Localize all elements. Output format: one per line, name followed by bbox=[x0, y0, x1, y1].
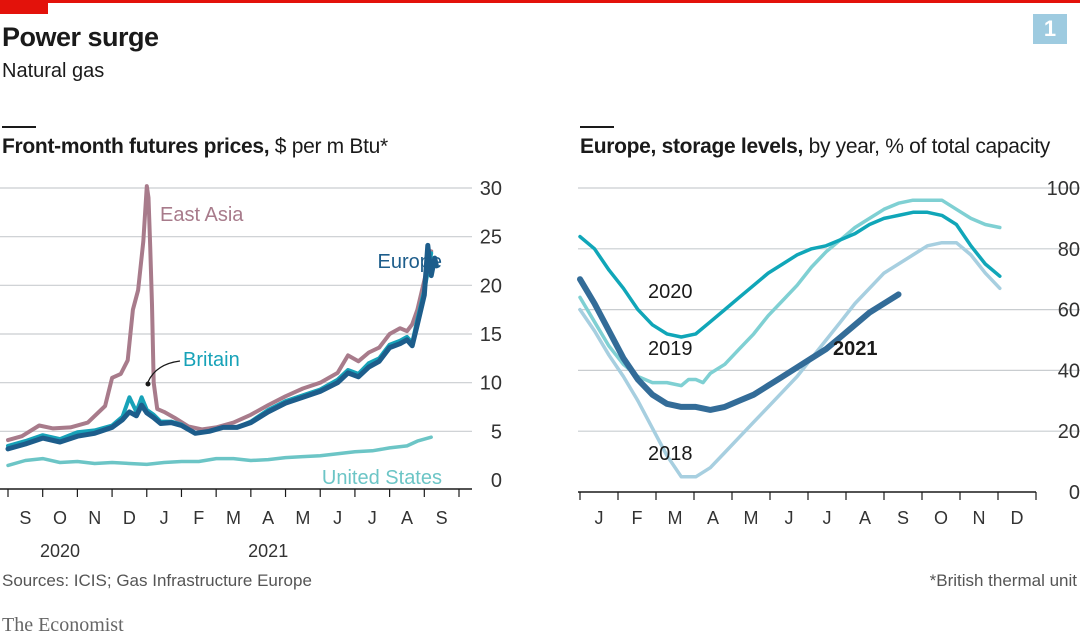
chart-title: Power surge bbox=[2, 22, 159, 52]
right-month-label: A bbox=[707, 508, 719, 528]
left-month-label: O bbox=[53, 508, 67, 528]
left-ytick-label: 20 bbox=[480, 275, 502, 297]
britain-callout-dot bbox=[145, 381, 151, 387]
series-line-2019 bbox=[578, 198, 1002, 388]
left-panel-title-bold: Front-month futures prices, bbox=[2, 135, 270, 158]
chart-subtitle: Natural gas bbox=[2, 60, 105, 82]
left-month-label: A bbox=[401, 508, 413, 528]
top-accent-bar bbox=[0, 0, 1080, 3]
right-series-label: 2021 bbox=[833, 338, 878, 360]
right-series-label: 2020 bbox=[648, 281, 693, 303]
series-line-united-states bbox=[6, 435, 433, 468]
right-ytick-label: 0 bbox=[1069, 482, 1080, 504]
series-line-2020 bbox=[578, 210, 1002, 339]
right-month-label: M bbox=[668, 508, 683, 528]
right-ytick-label: 20 bbox=[1058, 421, 1080, 443]
right-month-label: F bbox=[632, 508, 643, 528]
right-series-label: 2019 bbox=[648, 338, 693, 360]
left-month-label: M bbox=[226, 508, 241, 528]
right-panel-title-bold: Europe, storage levels, bbox=[580, 135, 804, 158]
left-ytick-label: 0 bbox=[491, 470, 502, 492]
right-month-label: O bbox=[934, 508, 948, 528]
left-series-label: Britain bbox=[183, 349, 240, 371]
left-panel-title: Front-month futures prices, $ per m Btu* bbox=[2, 135, 388, 159]
left-month-label: M bbox=[295, 508, 310, 528]
left-series-label: United States bbox=[322, 467, 442, 489]
left-month-label: A bbox=[262, 508, 274, 528]
publisher-logo: The Economist bbox=[2, 614, 124, 636]
left-series-label: Europe bbox=[378, 251, 443, 273]
sources-note: Sources: ICIS; Gas Infrastructure Europe bbox=[2, 571, 312, 590]
series-line-2018 bbox=[578, 240, 1002, 479]
left-ytick-label: 25 bbox=[480, 227, 502, 249]
series-line-2021 bbox=[577, 276, 902, 413]
right-month-label: A bbox=[859, 508, 871, 528]
btu-footnote: *British thermal unit bbox=[929, 571, 1077, 590]
right-ytick-label: 100 bbox=[1047, 178, 1080, 200]
left-ytick-label: 30 bbox=[480, 178, 502, 200]
right-month-label: J bbox=[823, 508, 832, 528]
right-series-label: 2018 bbox=[648, 443, 693, 465]
left-series-label: East Asia bbox=[160, 204, 244, 226]
right-month-label: D bbox=[1011, 508, 1024, 528]
left-month-label: F bbox=[193, 508, 204, 528]
left-month-label: J bbox=[333, 508, 342, 528]
right-month-label: J bbox=[595, 508, 604, 528]
right-month-label: J bbox=[785, 508, 794, 528]
left-month-label: S bbox=[436, 508, 448, 528]
left-year-label: 2021 bbox=[248, 541, 288, 561]
series-line-europe bbox=[5, 242, 439, 452]
left-panel-title-rest: $ per m Btu* bbox=[269, 135, 388, 158]
left-ytick-label: 15 bbox=[480, 324, 502, 346]
left-year-label: 2020 bbox=[40, 541, 80, 561]
right-month-label: N bbox=[973, 508, 986, 528]
top-accent-tab bbox=[0, 0, 48, 14]
right-panel-rule bbox=[580, 126, 614, 128]
right-ytick-label: 80 bbox=[1058, 239, 1080, 261]
left-month-label: N bbox=[88, 508, 101, 528]
right-month-label: S bbox=[897, 508, 909, 528]
right-panel-title: Europe, storage levels, by year, % of to… bbox=[580, 135, 1050, 159]
left-panel-rule bbox=[2, 126, 36, 128]
right-ytick-label: 60 bbox=[1058, 300, 1080, 322]
right-ytick-label: 40 bbox=[1058, 360, 1080, 382]
britain-callout-line bbox=[147, 360, 181, 383]
chart-number-badge: 1 bbox=[1033, 14, 1067, 44]
left-month-label: S bbox=[19, 508, 31, 528]
right-panel-title-rest: by year, % of total capacity bbox=[803, 135, 1051, 158]
left-ytick-label: 10 bbox=[480, 373, 502, 395]
left-month-label: J bbox=[160, 508, 169, 528]
left-month-label: J bbox=[368, 508, 377, 528]
left-month-label: D bbox=[123, 508, 136, 528]
series-line-east-asia bbox=[6, 184, 434, 443]
left-ytick-label: 5 bbox=[491, 421, 502, 443]
right-month-label: M bbox=[744, 508, 759, 528]
